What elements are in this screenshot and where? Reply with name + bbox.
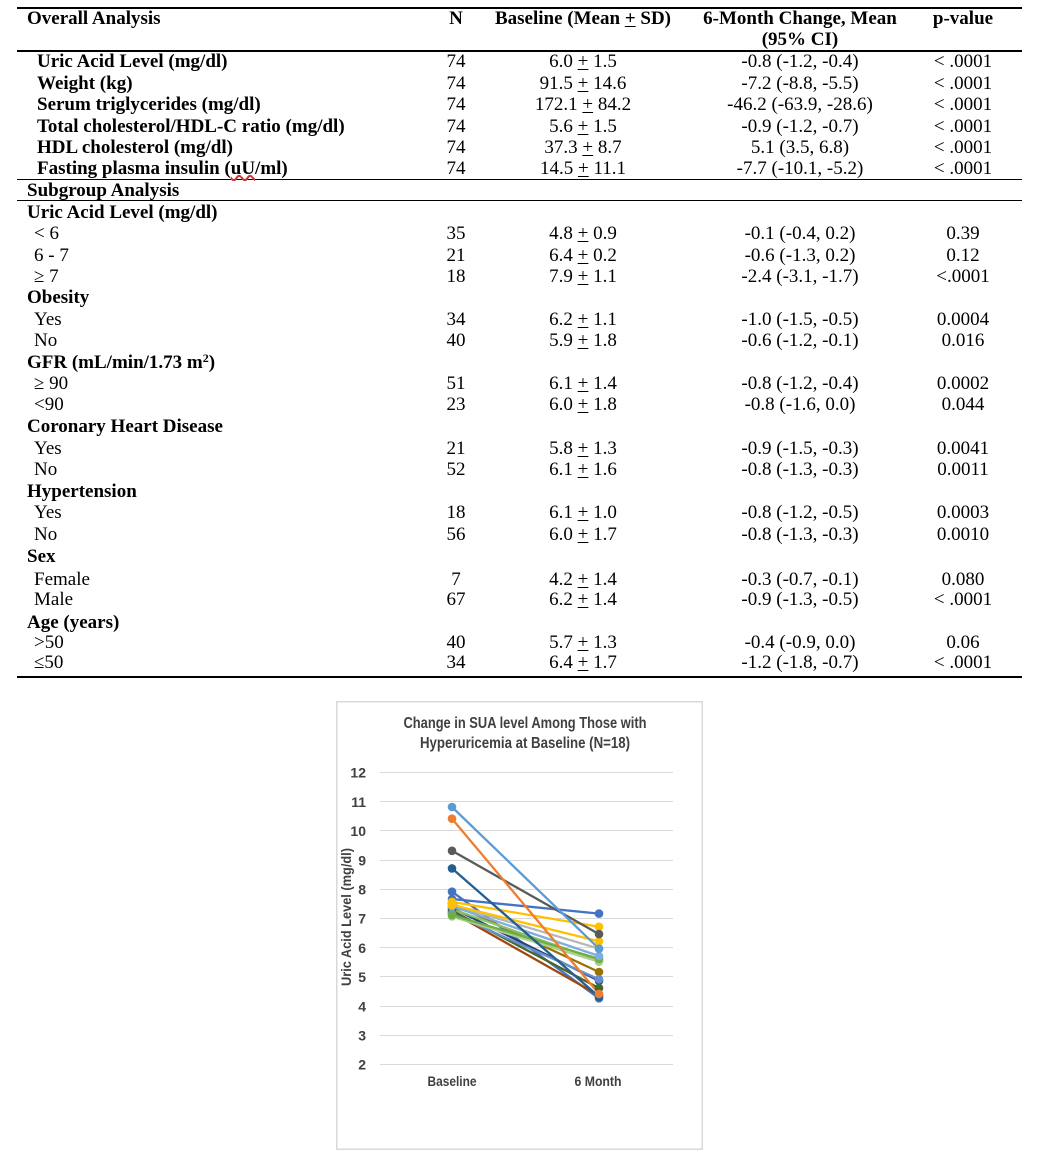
svg-text:12: 12 xyxy=(350,765,366,781)
svg-text:2: 2 xyxy=(358,1057,366,1073)
svg-text:Change in SUA level Among Thos: Change in SUA level Among Those with xyxy=(404,715,647,732)
svg-text:4: 4 xyxy=(358,998,366,1014)
svg-text:8: 8 xyxy=(358,882,366,898)
svg-text:Hyperuricemia at Baseline (N=1: Hyperuricemia at Baseline (N=18) xyxy=(420,735,630,752)
svg-text:Baseline: Baseline xyxy=(428,1073,477,1089)
svg-text:Uric Acid Level (mg/dl): Uric Acid Level (mg/dl) xyxy=(338,848,354,986)
svg-text:6 Month: 6 Month xyxy=(575,1073,622,1089)
svg-text:10: 10 xyxy=(350,823,366,839)
svg-text:3: 3 xyxy=(358,1028,366,1044)
svg-text:6: 6 xyxy=(358,940,366,956)
svg-text:5: 5 xyxy=(358,969,366,985)
svg-text:11: 11 xyxy=(351,794,366,810)
svg-text:9: 9 xyxy=(358,852,366,868)
svg-text:7: 7 xyxy=(358,911,366,927)
